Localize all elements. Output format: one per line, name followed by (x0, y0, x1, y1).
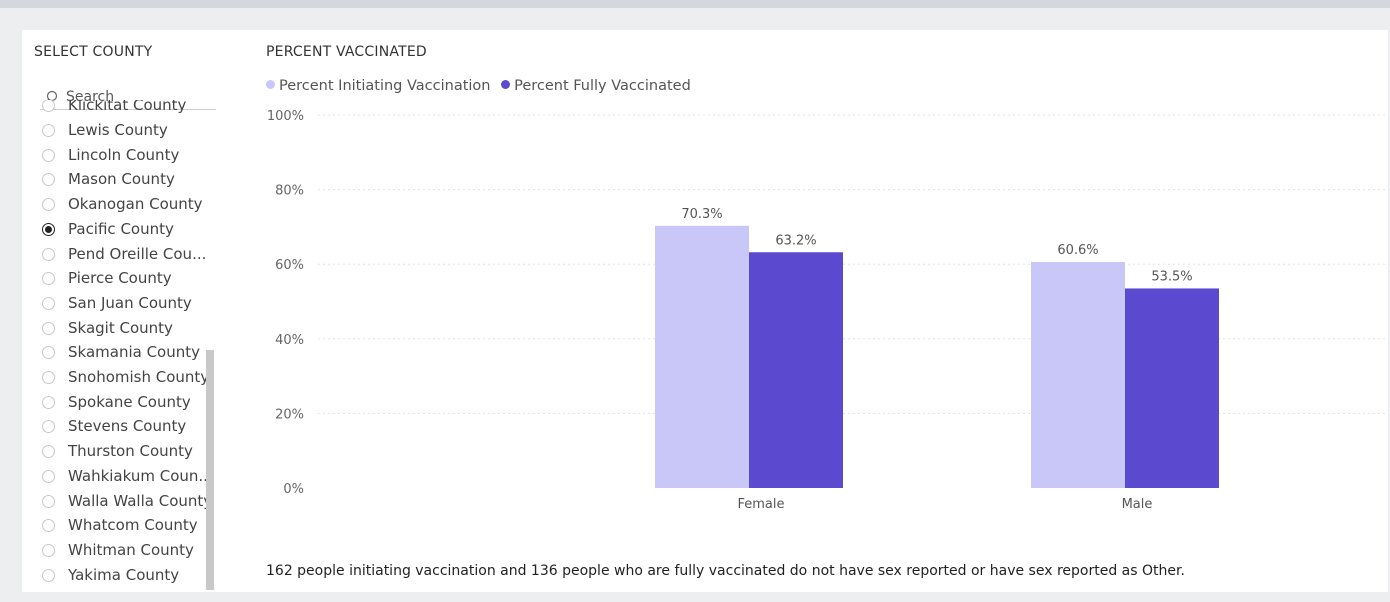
top-border (0, 0, 1390, 8)
legend-swatch-initiating (266, 80, 275, 89)
search-input[interactable]: Search (66, 89, 115, 105)
county-label: Snohomish County (68, 368, 210, 386)
radio-button[interactable] (42, 173, 55, 187)
county-label: Mason County (68, 170, 175, 189)
county-label: Lincoln County (68, 145, 180, 164)
x-category-label: Male (1122, 497, 1153, 512)
county-label: Pierce County (68, 269, 172, 288)
bar-fully-female[interactable] (749, 252, 843, 488)
county-label: Spokane County (68, 392, 191, 411)
legend-entry-fully[interactable]: Percent Fully Vaccinated (501, 78, 691, 94)
radio-button[interactable] (42, 272, 55, 286)
county-item[interactable]: Klickitat County (34, 100, 219, 117)
county-item[interactable]: Wahkiakum Coun... (34, 466, 219, 488)
radio-button[interactable] (42, 543, 55, 557)
legend-label-fully: Percent Fully Vaccinated (514, 78, 691, 94)
county-label: Okanogan County (68, 195, 203, 214)
radio-button[interactable] (42, 321, 55, 335)
radio-button[interactable] (42, 198, 55, 212)
county-item[interactable]: Whitman County (34, 540, 219, 562)
county-label: Walla Walla County (68, 491, 213, 510)
radio-button[interactable] (42, 519, 55, 533)
county-label: Klickitat County (68, 100, 187, 115)
radio-button[interactable] (42, 296, 55, 310)
county-item[interactable]: Yakima County (34, 565, 219, 587)
county-label: Yakima County (68, 565, 180, 584)
y-tick-label: 40% (275, 333, 304, 348)
radio-button[interactable] (42, 420, 55, 434)
county-label: Stevens County (68, 417, 187, 436)
radio-button[interactable] (42, 148, 55, 162)
radio-selected[interactable] (42, 222, 55, 236)
footnote: 162 people initiating vaccination and 13… (266, 563, 1185, 579)
county-label: San Juan County (68, 293, 192, 312)
radio-button[interactable] (42, 346, 55, 360)
data-label: 53.5% (1151, 269, 1192, 284)
radio-button[interactable] (42, 445, 55, 459)
radio-button[interactable] (42, 568, 55, 582)
y-tick-label: 80% (275, 184, 304, 199)
y-tick-label: 60% (275, 258, 304, 273)
radio-button[interactable] (42, 494, 55, 508)
county-item[interactable]: Mason County (34, 169, 219, 191)
legend-entry-initiating[interactable]: Percent Initiating Vaccination (266, 78, 490, 94)
bar-fully-male[interactable] (1125, 288, 1219, 488)
county-label: Skagit County (68, 318, 173, 337)
bar-initiating-female[interactable] (655, 225, 749, 488)
county-item[interactable]: Spokane County (34, 392, 219, 414)
county-item[interactable]: Okanogan County (34, 194, 219, 216)
bar-initiating-male[interactable] (1031, 261, 1125, 488)
county-item[interactable]: Snohomish County (34, 367, 219, 389)
county-item[interactable]: Walla Walla County (34, 491, 219, 513)
radio-button[interactable] (42, 395, 55, 409)
radio-button[interactable] (42, 371, 55, 384)
radio-button[interactable] (42, 100, 55, 113)
county-item[interactable]: San Juan County (34, 293, 219, 315)
data-label: 60.6% (1057, 243, 1098, 258)
list-scrollbar[interactable] (206, 350, 214, 590)
legend-swatch-fully (501, 80, 511, 89)
chart-title: PERCENT VACCINATED (266, 44, 427, 60)
county-item[interactable]: Skamania County (34, 342, 219, 364)
county-item[interactable]: Whatcom County (34, 515, 219, 537)
x-category-label: Female (737, 497, 784, 512)
county-item[interactable]: Pacific County (34, 219, 219, 241)
radio-button[interactable] (42, 124, 55, 137)
county-item[interactable]: Stevens County (34, 416, 219, 438)
y-tick-label: 100% (267, 109, 304, 124)
data-label: 70.3% (681, 207, 722, 222)
county-label: Whitman County (68, 540, 194, 559)
radio-button[interactable] (42, 247, 55, 261)
county-item[interactable]: Thurston County (34, 441, 219, 463)
chart-legend: Percent Initiating Vaccination Percent F… (266, 78, 697, 94)
slicer-title: SELECT COUNTY (34, 44, 153, 60)
data-label: 63.2% (775, 233, 816, 248)
county-label: Skamania County (68, 343, 200, 362)
county-label: Pacific County (68, 219, 174, 238)
county-label: Whatcom County (68, 516, 198, 535)
county-label: Pend Oreille Cou... (68, 244, 207, 263)
county-item[interactable]: Lewis County (34, 120, 219, 142)
y-tick-label: 0% (283, 482, 304, 497)
county-item[interactable]: Skagit County (34, 318, 219, 340)
county-item[interactable]: Pend Oreille Cou... (34, 244, 219, 266)
y-tick-label: 20% (275, 407, 304, 422)
legend-label-initiating: Percent Initiating Vaccination (279, 78, 491, 94)
county-label: Lewis County (68, 121, 168, 139)
county-label: Thurston County (68, 442, 193, 461)
radio-button[interactable] (42, 469, 55, 483)
county-list[interactable]: Klickitat County Lewis County Lincoln Coun… (34, 100, 219, 592)
county-label: Wahkiakum Coun... (68, 466, 213, 485)
county-item[interactable]: Lincoln County (34, 145, 219, 167)
county-item[interactable]: Pierce County (34, 268, 219, 290)
